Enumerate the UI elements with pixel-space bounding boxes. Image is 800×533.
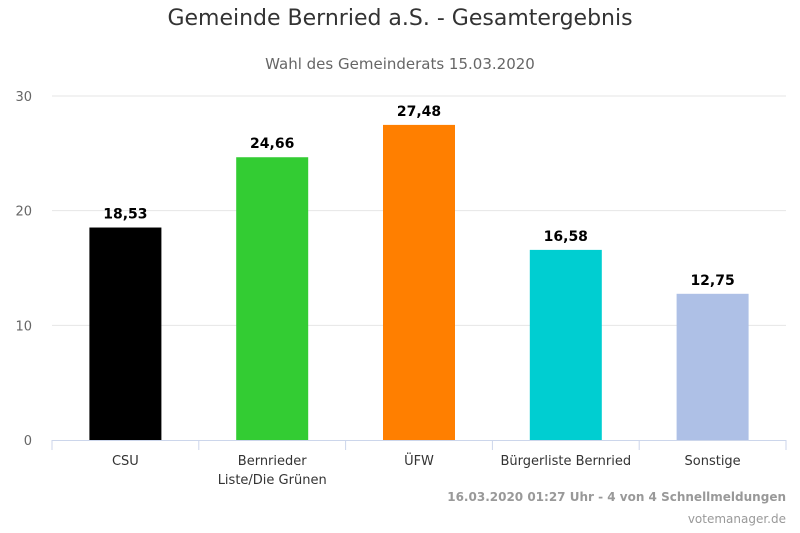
y-tick-label: 0 xyxy=(24,434,32,449)
data-label: 12,75 xyxy=(690,273,734,289)
bar[interactable] xyxy=(529,249,602,440)
y-tick-label: 10 xyxy=(15,319,32,334)
data-label: 27,48 xyxy=(397,104,441,120)
credits-timestamp: 16.03.2020 01:27 Uhr - 4 von 4 Schnellme… xyxy=(447,490,786,504)
x-tick-label: ÜFW xyxy=(404,452,434,469)
y-tick-label: 20 xyxy=(15,205,32,220)
y-tick-label: 30 xyxy=(15,90,32,105)
bar[interactable] xyxy=(89,227,162,440)
x-tick-label: CSU xyxy=(112,454,139,469)
x-tick-label: Bürgerliste Bernried xyxy=(501,454,632,469)
x-tick-label: Bernrieder xyxy=(238,454,307,469)
x-tick-label: Sonstige xyxy=(685,454,741,469)
credits-source: votemanager.de xyxy=(687,512,786,526)
bar[interactable] xyxy=(676,293,749,440)
bar[interactable] xyxy=(383,124,455,441)
data-label: 16,58 xyxy=(544,229,588,245)
chart-subtitle: Wahl des Gemeinderats 15.03.2020 xyxy=(265,55,535,73)
x-tick-label: Liste/Die Grünen xyxy=(218,473,327,488)
data-label: 24,66 xyxy=(250,136,294,152)
chart-title: Gemeinde Bernried a.S. - Gesamtergebnis xyxy=(167,6,633,31)
bar[interactable] xyxy=(236,157,309,440)
data-label: 18,53 xyxy=(103,207,147,223)
